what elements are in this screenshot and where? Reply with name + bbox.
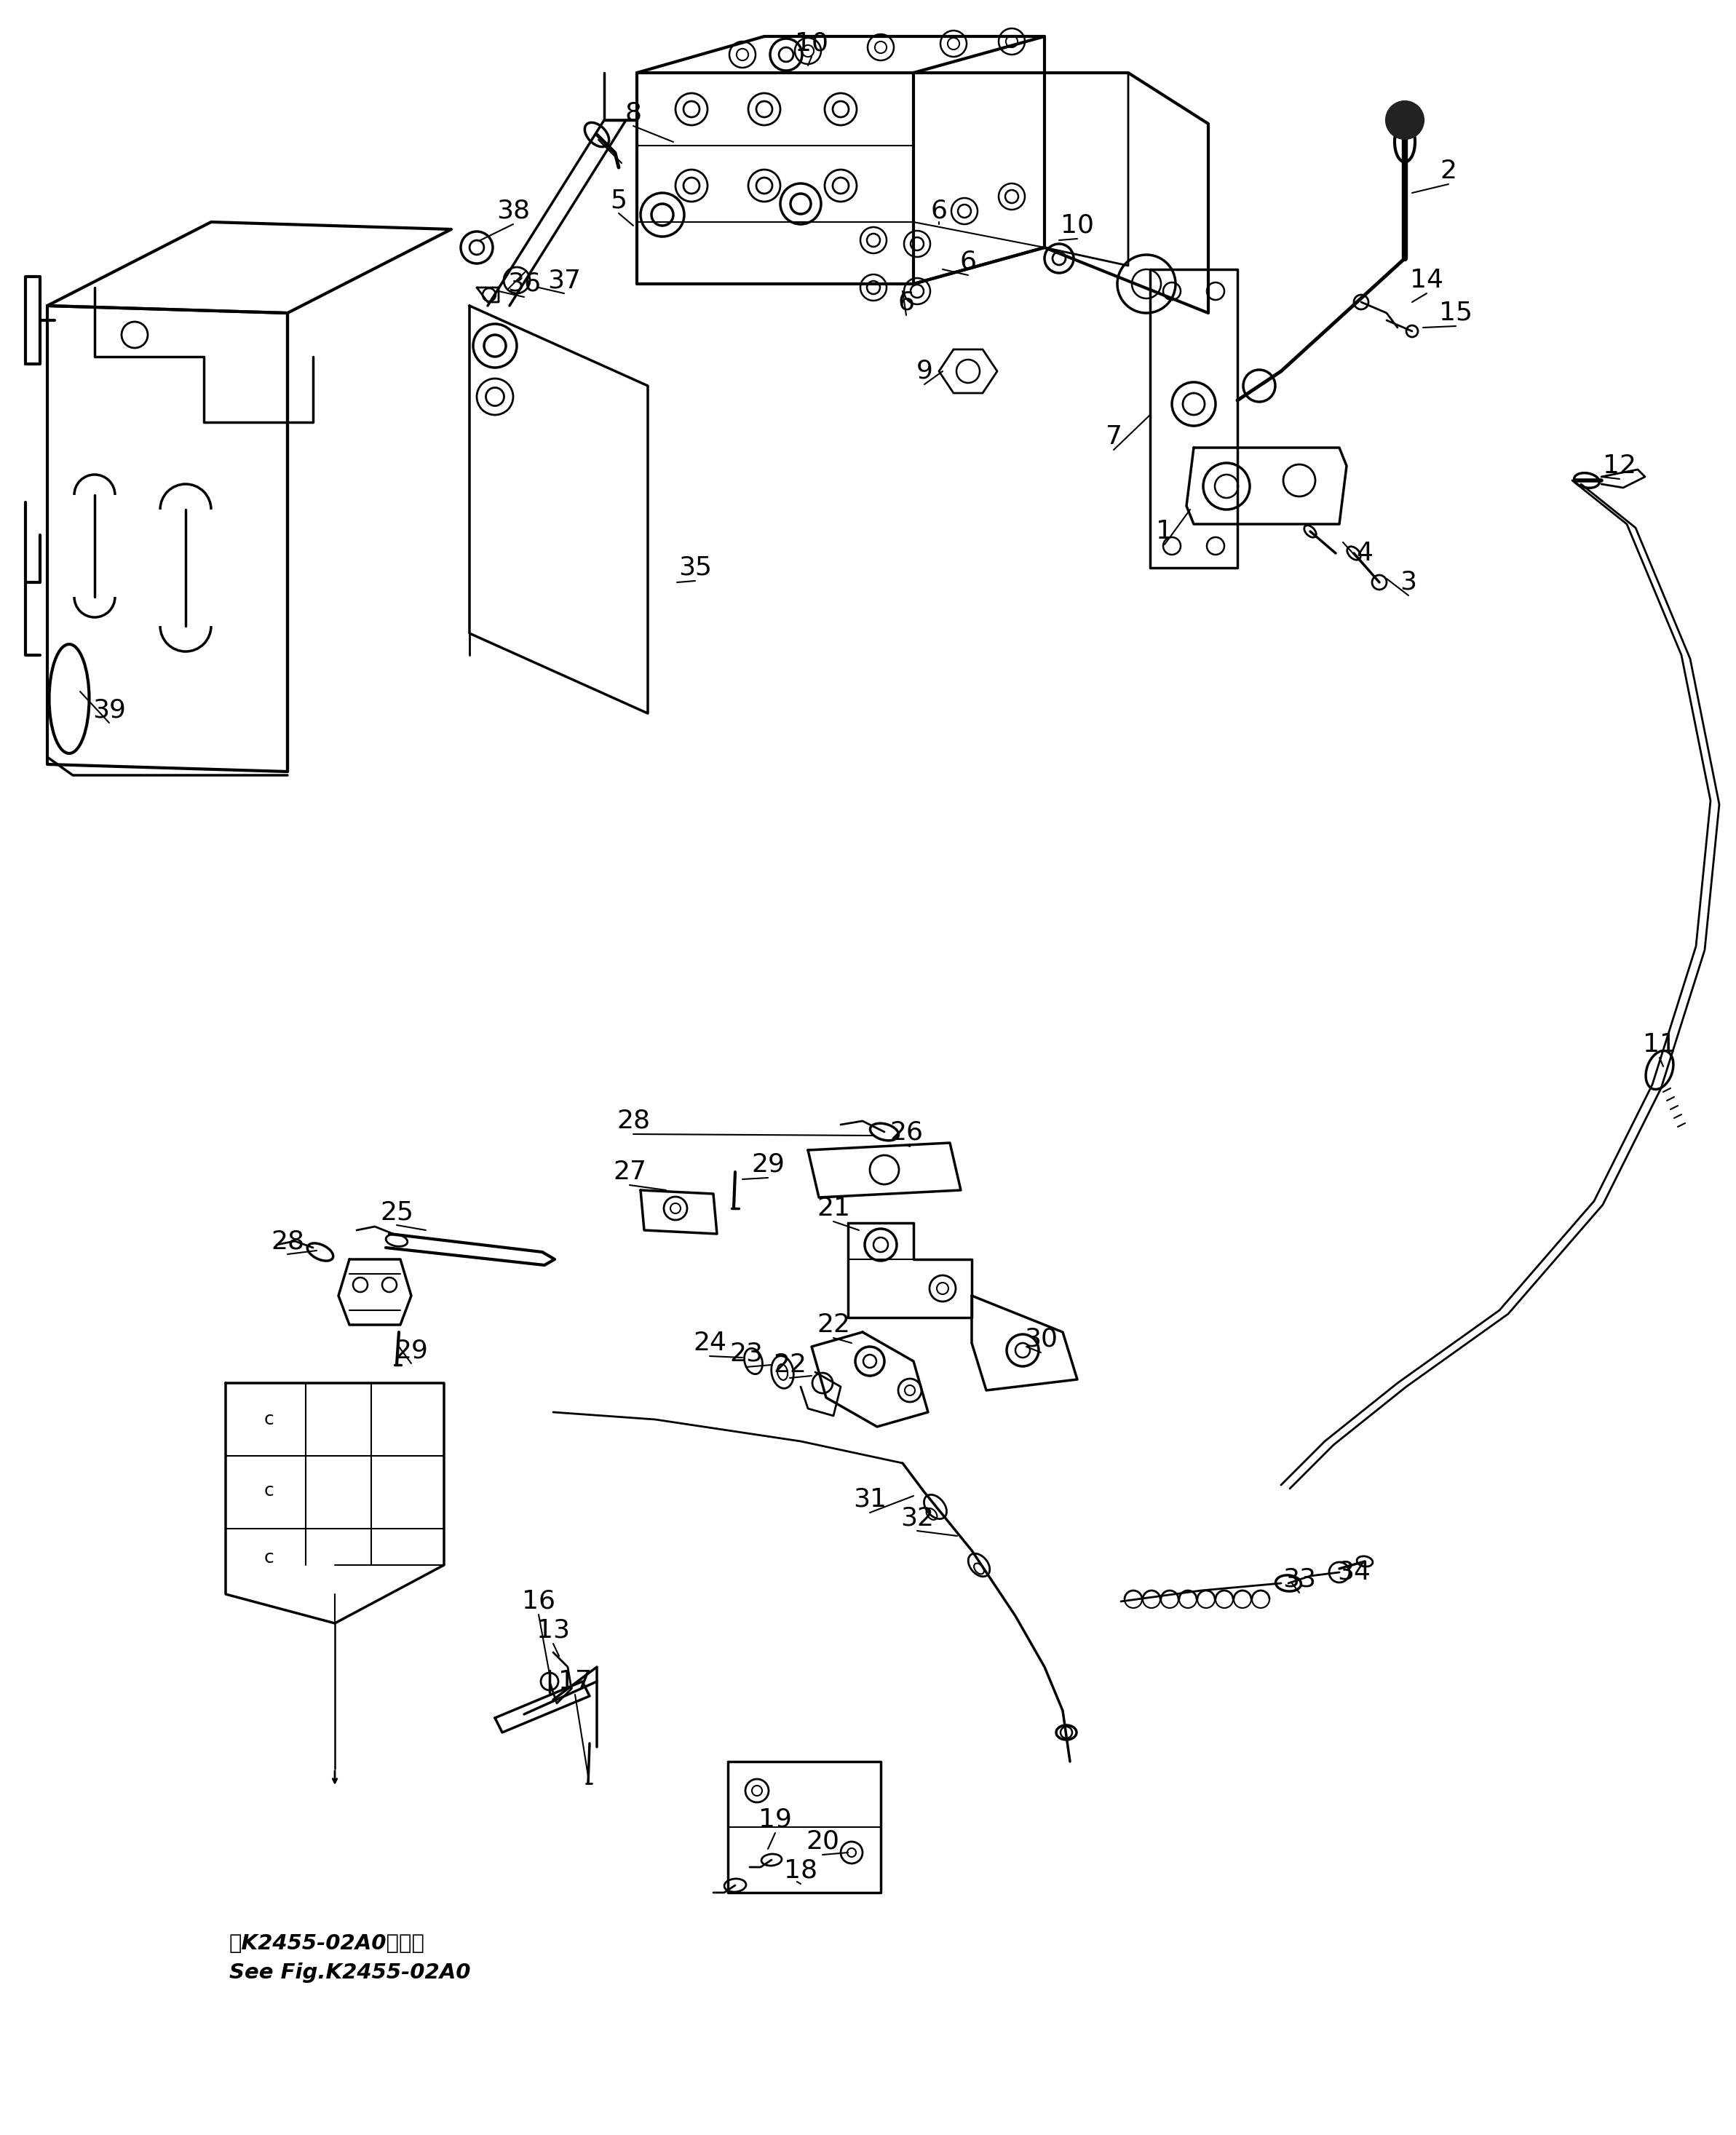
Text: 19: 19 xyxy=(759,1808,792,1832)
Text: 6: 6 xyxy=(898,290,915,314)
Text: 8: 8 xyxy=(625,100,642,126)
Text: 28: 28 xyxy=(271,1230,304,1253)
Text: 13: 13 xyxy=(536,1618,569,1644)
Text: 29: 29 xyxy=(394,1339,429,1362)
Text: 23: 23 xyxy=(729,1341,762,1366)
Text: 22: 22 xyxy=(773,1351,807,1377)
Text: 36: 36 xyxy=(507,271,542,297)
Text: 16: 16 xyxy=(523,1588,556,1614)
Text: 6: 6 xyxy=(930,199,948,224)
Text: 22: 22 xyxy=(816,1313,851,1337)
Text: 26: 26 xyxy=(889,1119,924,1144)
Text: 3: 3 xyxy=(1399,570,1417,596)
Text: 2: 2 xyxy=(1441,158,1457,184)
Text: c: c xyxy=(264,1411,274,1428)
Text: 18: 18 xyxy=(785,1857,818,1883)
Text: 20: 20 xyxy=(806,1830,838,1853)
Text: 27: 27 xyxy=(613,1159,646,1185)
Text: 21: 21 xyxy=(816,1196,851,1221)
Text: 15: 15 xyxy=(1439,301,1472,325)
Text: 35: 35 xyxy=(679,555,712,581)
Text: 25: 25 xyxy=(380,1200,413,1223)
Text: 37: 37 xyxy=(547,267,582,292)
Text: 14: 14 xyxy=(1410,267,1443,292)
Text: 33: 33 xyxy=(1283,1567,1316,1593)
Text: 31: 31 xyxy=(852,1488,887,1512)
Text: 38: 38 xyxy=(496,199,529,224)
Text: 34: 34 xyxy=(1337,1561,1371,1584)
Text: 28: 28 xyxy=(616,1108,649,1134)
Text: 10: 10 xyxy=(795,32,828,56)
Text: See Fig.K2455-02A0: See Fig.K2455-02A0 xyxy=(229,1962,470,1983)
Text: 11: 11 xyxy=(1642,1031,1677,1057)
Text: 32: 32 xyxy=(901,1505,934,1531)
Text: 4: 4 xyxy=(1356,540,1373,566)
Text: 30: 30 xyxy=(1024,1328,1057,1351)
Text: 24: 24 xyxy=(693,1330,726,1356)
Text: 6: 6 xyxy=(960,250,976,275)
Text: c: c xyxy=(264,1482,274,1499)
Text: 10: 10 xyxy=(1061,214,1094,237)
Text: 9: 9 xyxy=(917,359,932,384)
Circle shape xyxy=(1387,102,1424,139)
Text: 17: 17 xyxy=(559,1670,592,1693)
Text: c: c xyxy=(264,1550,274,1567)
Text: 39: 39 xyxy=(92,698,127,722)
Text: 7: 7 xyxy=(1106,425,1121,448)
Text: 1: 1 xyxy=(1156,519,1174,544)
Text: 5: 5 xyxy=(611,188,627,214)
Text: 第K2455-02A0図参照: 第K2455-02A0図参照 xyxy=(229,1934,425,1954)
Text: 12: 12 xyxy=(1602,453,1637,478)
Text: 29: 29 xyxy=(752,1153,785,1176)
